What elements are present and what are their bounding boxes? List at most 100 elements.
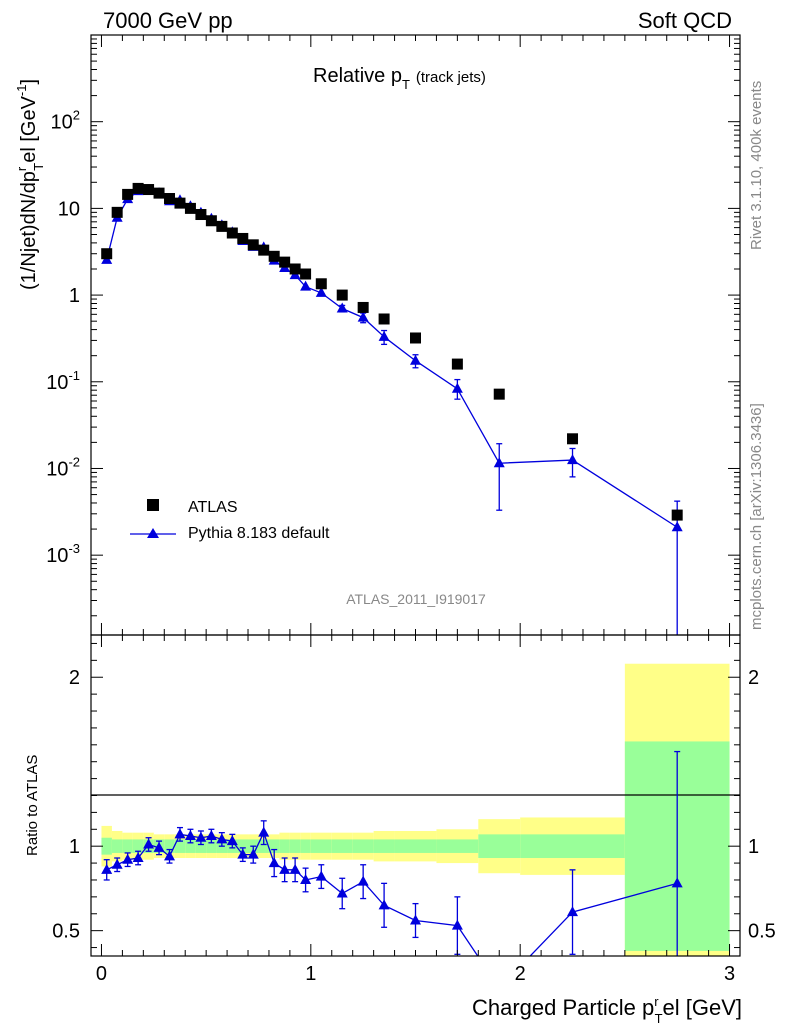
uncertainty-band-inner	[132, 839, 144, 853]
ratio-point	[410, 914, 421, 925]
header-right: Soft QCD	[638, 8, 732, 33]
uncertainty-band-inner	[279, 839, 290, 853]
atlas-point	[226, 227, 238, 239]
ratio-point	[216, 833, 228, 844]
ratio-y-tick-label: 0.5	[52, 921, 80, 943]
ratio-y-tick-label: 2	[69, 667, 80, 689]
x-axis-label: Charged Particle pr Tel [GeV]	[472, 994, 742, 1024]
atlas-point	[164, 193, 176, 205]
uncertainty-band-inner	[185, 839, 196, 853]
atlas-point	[410, 332, 421, 344]
atlas-point	[122, 188, 134, 200]
pythia-point	[378, 330, 390, 341]
atlas-point	[451, 358, 463, 370]
y-tick-label: 102	[51, 108, 80, 134]
pythia-point	[315, 286, 327, 297]
ratio-point	[268, 857, 280, 868]
ratio-point	[451, 919, 463, 930]
legend-atlas-marker	[147, 499, 159, 511]
ratio-point	[671, 877, 683, 888]
pythia-point	[300, 280, 312, 291]
ratio-point	[164, 850, 176, 861]
analysis-watermark: ATLAS_2011_I919017	[346, 591, 486, 607]
atlas-point	[567, 433, 579, 445]
x-tick-label: 2	[515, 963, 526, 985]
y-tick-label: 10-3	[46, 541, 80, 567]
uncertainty-band-inner	[310, 839, 332, 853]
pythia-point	[357, 311, 369, 322]
atlas-point	[378, 313, 390, 325]
ratio-point	[300, 873, 312, 884]
legend-pythia-marker	[147, 528, 159, 538]
ratio-point	[237, 848, 249, 859]
atlas-point	[237, 232, 249, 244]
pythia-point	[493, 457, 505, 468]
pythia-point	[410, 354, 421, 365]
atlas-point	[195, 209, 207, 221]
main-panel: 102 10 1 10-1 10-2 10-3 Relative pT (track jet…	[14, 34, 741, 636]
ratio-point	[279, 863, 291, 874]
ratio-point	[357, 875, 369, 886]
pythia-point	[336, 302, 348, 313]
ratio-y-tick-label-right: 2	[748, 667, 759, 689]
uncertainty-band-inner	[289, 839, 301, 853]
legend: ATLAS Pythia 8.183 default	[130, 499, 330, 542]
uncertainty-band-inner	[394, 839, 437, 853]
ratio-y-axis-label: Ratio to ATLAS	[24, 755, 41, 856]
atlas-point	[174, 197, 186, 209]
ratio-point	[153, 841, 165, 852]
atlas-point	[315, 278, 327, 290]
ratio-point	[122, 853, 134, 864]
main-panel-axes: 102 10 1 10-1 10-2 10-3	[46, 35, 740, 635]
ratio-y-tick-label-right: 0.5	[748, 921, 776, 943]
atlas-point	[357, 301, 369, 313]
legend-atlas-label: ATLAS	[188, 499, 238, 516]
uncertainty-band-inner	[101, 837, 112, 855]
atlas-point	[247, 239, 259, 251]
ratio-y-tick-label: 1	[69, 836, 80, 858]
ratio-point	[143, 838, 155, 849]
pythia-series-line	[106, 189, 678, 528]
ratio-series-group	[101, 750, 683, 956]
atlas-point	[216, 220, 228, 232]
uncertainty-band-inner	[352, 839, 374, 853]
y-tick-label: 10-2	[46, 454, 80, 480]
uncertainty-band-inner	[300, 839, 311, 853]
atlas-point	[184, 202, 196, 214]
ratio-point	[101, 863, 113, 874]
ratio-point	[567, 906, 579, 917]
atlas-point	[671, 509, 683, 521]
header-left: 7000 GeV pp	[103, 8, 233, 33]
ratio-point	[247, 848, 259, 859]
pythia-point	[451, 382, 463, 393]
ratio-point	[205, 830, 217, 841]
uncertainty-band-inner	[436, 839, 479, 853]
atlas-point	[268, 250, 280, 262]
ratio-point	[184, 830, 196, 841]
ratio-point	[132, 852, 144, 863]
uncertainty-band-inner	[373, 839, 395, 853]
mcplots-label: mcplots.cern.ch [arXiv:1306.3436]	[748, 403, 765, 630]
atlas-point	[153, 187, 165, 199]
uncertainty-band-inner	[164, 839, 175, 853]
pythia-point	[567, 454, 579, 465]
y-axis-label: (1/Njet)dN/dpr Tel [GeV-1]	[14, 79, 46, 290]
atlas-point	[258, 244, 270, 256]
ratio-point	[315, 870, 327, 881]
ratio-panel: 0.5 0.5 1 1 2 2 0 1 2 3 Ratio to ATLAS Charged Pa…	[24, 634, 776, 1024]
legend-pythia-label: Pythia 8.183 default	[188, 525, 330, 542]
atlas-point	[205, 215, 217, 227]
pythia-point	[671, 521, 683, 532]
y-tick-label: 1	[69, 285, 80, 307]
main-title: Relative pT (track jets)	[313, 65, 486, 92]
atlas-point	[279, 256, 291, 268]
ratio-y-tick-label-right: 1	[748, 836, 759, 858]
uncertainty-band-inner	[258, 839, 269, 853]
ratio-point	[258, 826, 270, 837]
uncertainty-band-inner	[174, 839, 186, 853]
rivet-version-label: Rivet 3.1.10, 400k events	[748, 81, 765, 250]
uncertainty-band-inner	[520, 834, 625, 859]
uncertainty-band-inner	[111, 839, 123, 853]
atlas-point	[143, 184, 155, 196]
